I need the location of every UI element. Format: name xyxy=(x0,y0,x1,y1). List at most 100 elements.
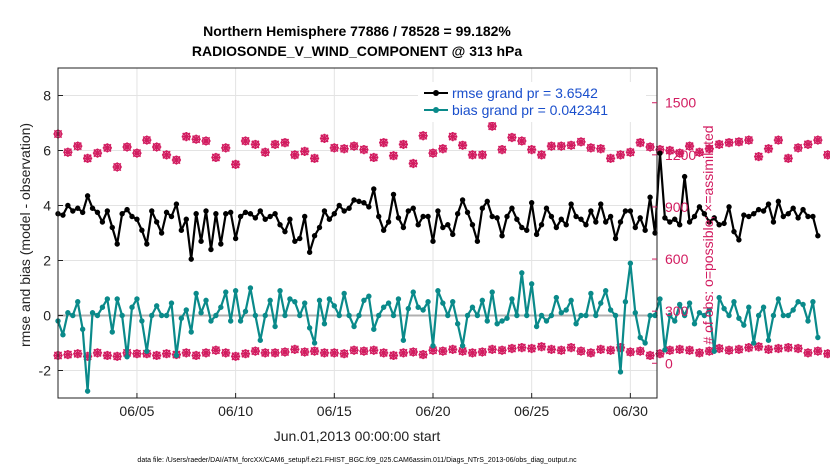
bias-series xyxy=(55,260,821,394)
rmse-point xyxy=(356,198,362,205)
y-tick-label: 2 xyxy=(43,253,51,269)
obs-possible-cross xyxy=(379,138,389,148)
obs-assimilated-marker xyxy=(339,349,349,359)
rmse-point xyxy=(297,235,303,242)
bias-point xyxy=(158,312,165,319)
obs-assimilated-marker xyxy=(645,350,655,361)
rmse-point xyxy=(691,213,698,220)
rmse-point xyxy=(79,209,86,216)
bias-point xyxy=(292,299,298,305)
bias-point xyxy=(741,322,747,328)
rmse-point xyxy=(425,213,431,220)
bias-point xyxy=(84,388,91,394)
obs-possible-cross xyxy=(655,145,665,155)
y-tick-label: 0 xyxy=(43,308,51,324)
rmse-point xyxy=(292,238,298,244)
rmse-point xyxy=(563,222,569,228)
bias-point xyxy=(242,308,249,315)
rmse-point xyxy=(420,213,426,220)
bias-point xyxy=(390,312,397,319)
bias-point xyxy=(346,312,352,319)
bias-point xyxy=(287,296,293,302)
obs-possible-cross xyxy=(171,155,182,165)
obs-possible-cross xyxy=(606,153,616,163)
obs-possible-cross xyxy=(448,132,458,142)
legend-rmse-label: rmse grand pr = 3.6542 xyxy=(452,85,598,101)
obs-assimilated-marker xyxy=(448,344,458,354)
bias-point xyxy=(780,312,787,319)
obs-possible-cross xyxy=(694,147,705,157)
obs-possible-cross xyxy=(467,150,478,160)
bias-point xyxy=(484,318,490,324)
obs-possible-cross xyxy=(645,142,655,152)
bias-point xyxy=(227,318,234,324)
obs-assimilated-marker xyxy=(369,345,379,355)
bias-point xyxy=(578,312,584,319)
bias-point xyxy=(252,312,259,319)
bias-point xyxy=(588,290,594,297)
bias-point xyxy=(524,312,530,319)
bias-point xyxy=(790,307,796,313)
obs-assimilated-marker xyxy=(793,343,803,354)
bias-point xyxy=(198,310,204,316)
bias-point xyxy=(366,293,372,299)
bias-point xyxy=(607,307,614,313)
obs-assimilated-marker xyxy=(546,344,557,354)
x-tick-label: 06/20 xyxy=(415,403,450,419)
bias-point xyxy=(153,303,160,309)
obs-assimilated-marker xyxy=(556,345,566,355)
rmse-point xyxy=(602,219,609,225)
obs-assimilated-marker xyxy=(813,346,823,356)
rmse-point xyxy=(672,216,678,222)
bias-point xyxy=(815,334,821,341)
obs-assimilated-marker xyxy=(161,349,172,359)
obs-assimilated-marker xyxy=(221,348,231,358)
chart-subtitle: RADIOSONDE_V_WIND_COMPONENT @ 313 hPa xyxy=(192,43,522,59)
obs-possible-cross xyxy=(300,146,310,156)
bias-point xyxy=(75,299,81,305)
obs-assimilated-marker xyxy=(684,345,695,355)
rmse-point xyxy=(395,215,402,221)
obs-assimilated-marker xyxy=(487,344,497,354)
y-tick-label: 8 xyxy=(43,88,51,104)
obs-possible-cross xyxy=(754,151,764,162)
rmse-point xyxy=(267,213,273,220)
obs-possible-cross xyxy=(349,141,359,151)
rmse-point xyxy=(321,208,328,214)
rmse-point xyxy=(450,231,456,238)
rmse-point xyxy=(578,216,584,222)
bias-point xyxy=(297,312,303,319)
x-tick-label: 06/05 xyxy=(119,403,154,419)
rmse-point xyxy=(311,233,318,239)
bias-point xyxy=(435,288,441,294)
bias-point xyxy=(701,312,708,319)
bias-point xyxy=(331,303,338,309)
obs-assimilated-marker xyxy=(349,345,359,355)
obs-possible-cross xyxy=(813,135,823,145)
obs-possible-cross xyxy=(675,148,685,158)
axis-ticks: 06/05 06/10 06/15 06/20 06/25 06/30 -2 0 2 4 6 8 0 30… xyxy=(39,88,697,420)
obs-assimilated-marker xyxy=(329,348,339,358)
rmse-point xyxy=(75,205,81,211)
y2-tick-label: 1200 xyxy=(665,147,696,163)
rmse-point xyxy=(168,213,175,220)
bias-point xyxy=(410,289,416,295)
rmse-point xyxy=(89,205,96,211)
bias-point xyxy=(691,321,698,327)
obs-assimilated-marker xyxy=(763,344,774,354)
obs-possible-cross xyxy=(339,144,349,154)
rmse-point xyxy=(385,219,392,225)
obs-assimilated-marker xyxy=(675,344,685,354)
bias-point xyxy=(405,305,412,312)
obs-assimilated-marker xyxy=(744,343,754,353)
bias-point xyxy=(676,301,683,308)
obs-possible-cross xyxy=(714,139,724,150)
rmse-point xyxy=(257,208,263,214)
rmse-point xyxy=(341,208,347,214)
rmse-point xyxy=(119,211,125,217)
bias-point xyxy=(686,300,693,306)
obs-assimilated-marker xyxy=(240,349,251,359)
bias-point xyxy=(617,369,624,375)
rmse-point xyxy=(790,205,796,211)
obs-possible-cross xyxy=(428,148,438,158)
